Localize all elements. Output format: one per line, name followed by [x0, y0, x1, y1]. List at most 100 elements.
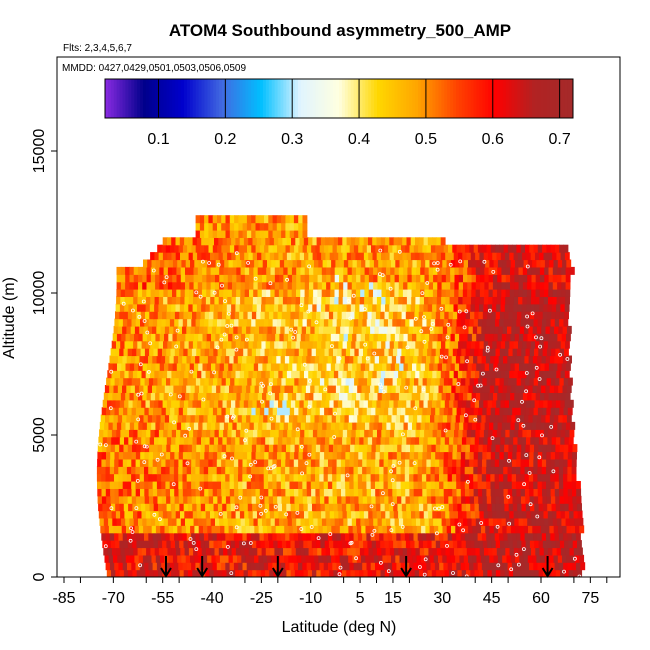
heatmap-cell: [243, 348, 249, 357]
heatmap-cell: [497, 421, 503, 430]
heatmap-cell: [559, 348, 565, 357]
heatmap-cell: [330, 333, 336, 342]
heatmap-cell: [467, 266, 473, 275]
heatmap-cell: [234, 318, 239, 327]
heatmap-cell: [200, 377, 206, 386]
heatmap-cell: [221, 495, 227, 504]
heatmap-cell: [561, 289, 567, 297]
heatmap-cell: [362, 495, 368, 504]
heatmap-cell: [234, 244, 240, 253]
heatmap-cell: [362, 377, 368, 386]
heatmap-cell: [506, 421, 511, 430]
heatmap-cell: [490, 407, 496, 416]
heatmap-cell: [538, 348, 544, 357]
heatmap-cell: [494, 481, 500, 489]
heatmap-cell: [222, 569, 228, 577]
heatmap-cell: [402, 340, 408, 349]
heatmap-cell: [322, 259, 328, 268]
heatmap-cell: [218, 547, 224, 556]
heatmap-cell: [318, 414, 324, 423]
heatmap-cell: [307, 503, 313, 512]
heatmap-cell: [272, 481, 278, 489]
heatmap-cell: [568, 399, 574, 408]
heatmap-cell: [277, 451, 282, 460]
heatmap-cell: [281, 318, 286, 327]
heatmap-cell: [298, 488, 304, 497]
heatmap-cell: [475, 274, 481, 283]
heatmap-cell: [255, 377, 261, 386]
heatmap-cell: [269, 503, 275, 512]
heatmap-cell: [543, 252, 549, 261]
heatmap-cell: [577, 569, 583, 577]
heatmap-cell: [385, 510, 391, 519]
heatmap-cell: [541, 385, 546, 393]
heatmap-cell: [432, 547, 438, 556]
heatmap-cell: [240, 517, 246, 526]
heatmap-cell: [216, 481, 222, 489]
heatmap-cell: [394, 429, 399, 438]
heatmap-cell: [255, 244, 261, 253]
heatmap-cell: [381, 281, 387, 290]
heatmap-cell: [233, 355, 239, 364]
heatmap-cell: [438, 259, 443, 268]
heatmap-cell: [556, 429, 562, 438]
heatmap-cell: [226, 399, 232, 408]
heatmap-cell: [385, 289, 391, 297]
heatmap-cell: [290, 436, 296, 445]
heatmap-cell: [444, 503, 450, 512]
heatmap-cell: [276, 318, 282, 327]
heatmap-cell: [402, 429, 408, 438]
heatmap-cell: [395, 525, 401, 534]
heatmap-cell: [480, 362, 486, 371]
heatmap-cell: [182, 562, 188, 571]
heatmap-cell: [312, 429, 318, 438]
heatmap-cell: [335, 362, 340, 371]
heatmap-cell: [145, 370, 151, 379]
heatmap-cell: [338, 296, 344, 305]
heatmap-cell: [113, 414, 119, 423]
heatmap-cell: [287, 392, 293, 401]
heatmap-cell: [140, 444, 146, 453]
heatmap-cell: [391, 414, 397, 423]
heatmap-cell: [118, 355, 123, 364]
heatmap-cell: [141, 340, 147, 349]
heatmap-cell: [453, 569, 459, 577]
heatmap-cell: [427, 540, 433, 549]
heatmap-cell: [290, 377, 295, 386]
heatmap-cell: [342, 303, 348, 312]
heatmap-cell: [550, 407, 556, 416]
heatmap-cell: [491, 348, 497, 357]
heatmap-cell: [313, 517, 319, 526]
heatmap-cell: [552, 266, 558, 275]
heatmap-cell: [428, 517, 434, 526]
heatmap-cell: [389, 547, 395, 556]
heatmap-cell: [409, 407, 415, 416]
heatmap-cell: [497, 259, 503, 268]
heatmap-cell: [179, 399, 185, 408]
heatmap-cell: [161, 532, 166, 541]
heatmap-cell: [560, 547, 566, 556]
heatmap-cell: [297, 473, 303, 482]
heatmap-cell: [184, 237, 189, 246]
heatmap-cell: [476, 259, 482, 268]
heatmap-cell: [165, 532, 171, 541]
heatmap-cell: [256, 348, 261, 357]
heatmap-cell: [183, 377, 188, 386]
heatmap-cell: [464, 562, 470, 571]
heatmap-cell: [274, 429, 280, 438]
heatmap-cell: [362, 466, 367, 475]
heatmap-cell: [312, 503, 317, 512]
heatmap-cell: [336, 407, 342, 416]
heatmap-cell: [427, 503, 433, 512]
heatmap-cell: [257, 429, 263, 438]
heatmap-cell: [497, 554, 503, 563]
heatmap-cell: [343, 554, 349, 563]
heatmap-cell: [260, 436, 266, 445]
heatmap-cell: [222, 510, 228, 519]
heatmap-cell: [283, 421, 289, 430]
heatmap-cell: [311, 318, 316, 327]
heatmap-cell: [391, 325, 397, 334]
heatmap-cell: [225, 458, 231, 467]
heatmap-cell: [272, 377, 278, 386]
heatmap-cell: [184, 296, 190, 305]
